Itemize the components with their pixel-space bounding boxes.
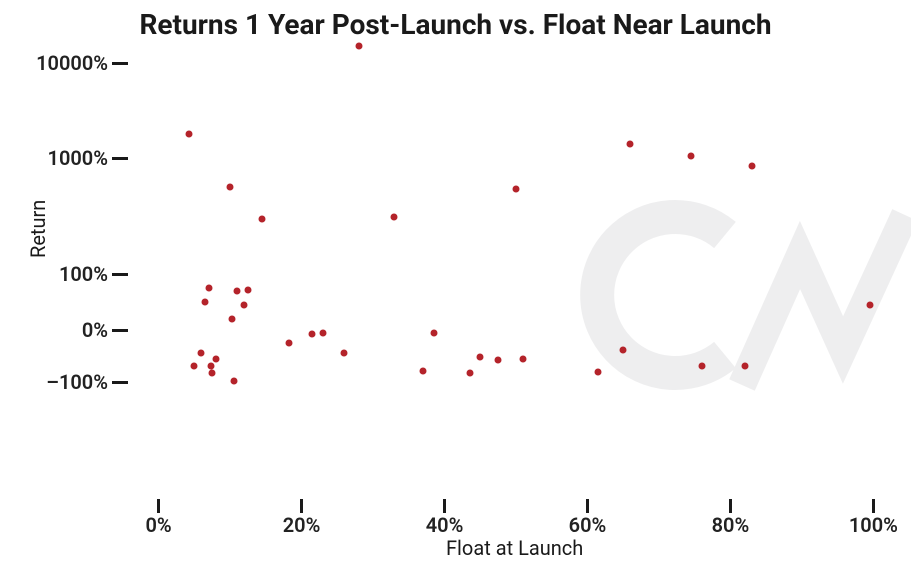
scatter-point (430, 330, 437, 337)
scatter-point (212, 355, 219, 362)
scatter-point (595, 368, 602, 375)
scatter-point (477, 354, 484, 361)
y-tick-label: 100% (59, 262, 108, 286)
scatter-point (205, 285, 212, 292)
x-tick-label: 60% (569, 513, 607, 537)
scatter-point (198, 350, 205, 357)
scatter-point (230, 377, 237, 384)
scatter-point (209, 369, 216, 376)
x-tick-mark (586, 499, 589, 513)
y-tick-mark (112, 329, 128, 332)
scatter-point (341, 350, 348, 357)
y-tick-mark (112, 62, 128, 65)
scatter-point (241, 301, 248, 308)
scatter-point (513, 186, 520, 193)
scatter-point (420, 367, 427, 374)
x-axis-label: Float at Launch (446, 536, 583, 560)
x-tick-label: 20% (283, 513, 321, 537)
y-tick-mark (112, 381, 128, 384)
scatter-point (309, 331, 316, 338)
scatter-point (495, 357, 502, 364)
y-tick-mark (112, 157, 128, 160)
scatter-point (466, 369, 473, 376)
scatter-point (285, 340, 292, 347)
scatter-point (391, 214, 398, 221)
scatter-point (741, 363, 748, 370)
scatter-point (244, 286, 251, 293)
y-tick-label: 0% (82, 318, 108, 342)
y-tick-label: 10000% (36, 51, 108, 75)
x-tick-label: 0% (145, 513, 171, 537)
scatter-point (227, 184, 234, 191)
scatter-point (620, 346, 627, 353)
x-tick-label: 100% (849, 513, 898, 537)
scatter-point (355, 43, 362, 50)
x-tick-label: 40% (426, 513, 464, 537)
scatter-point (748, 163, 755, 170)
x-tick-mark (872, 499, 875, 513)
scatter-point (698, 363, 705, 370)
scatter-point (186, 130, 193, 137)
scatter-point (627, 141, 634, 148)
scatter-chart: Returns 1 Year Post-Launch vs. Float Nea… (0, 0, 911, 568)
scatter-point (688, 152, 695, 159)
y-tick-label: –100% (46, 370, 108, 394)
x-tick-mark (300, 499, 303, 513)
scatter-point (202, 299, 209, 306)
scatter-point (520, 355, 527, 362)
scatter-point (228, 315, 235, 322)
x-tick-label: 80% (712, 513, 750, 537)
chart-title: Returns 1 Year Post-Launch vs. Float Nea… (0, 8, 911, 41)
y-tick-mark (112, 273, 128, 276)
x-tick-mark (157, 499, 160, 513)
scatter-point (866, 301, 873, 308)
scatter-point (191, 363, 198, 370)
x-tick-mark (443, 499, 446, 513)
x-tick-mark (729, 499, 732, 513)
scatter-point (259, 215, 266, 222)
y-axis-label: Return (26, 199, 50, 257)
scatter-point (320, 329, 327, 336)
y-tick-label: 1000% (48, 146, 108, 170)
scatter-point (234, 287, 241, 294)
